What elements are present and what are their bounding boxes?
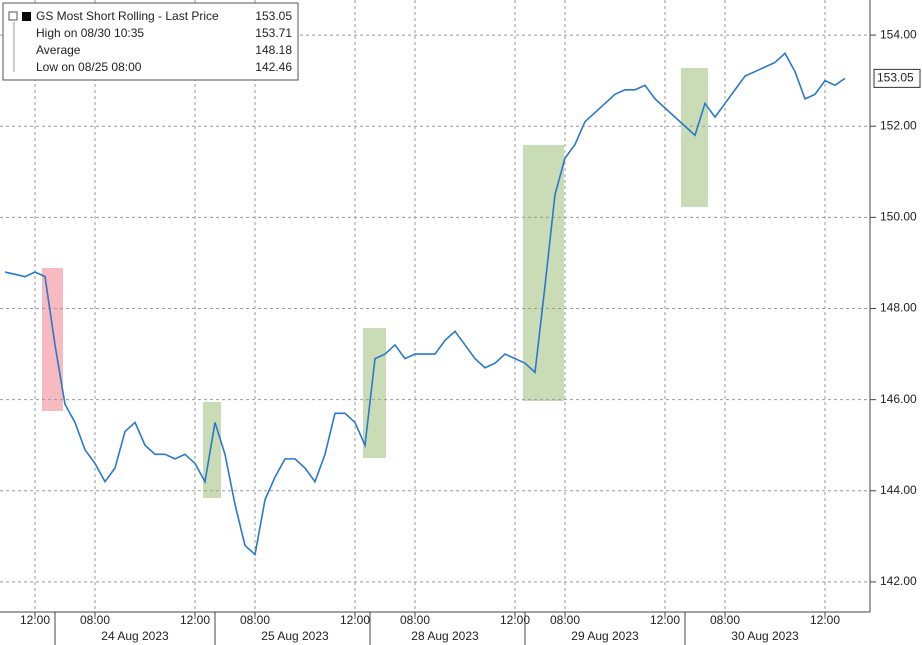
highlight-green: [681, 68, 708, 207]
legend-stat-value: 148.18: [255, 43, 292, 57]
legend-box: [2, 2, 299, 81]
x-tick-label: 12:00: [20, 613, 50, 627]
y-tick-label: 148.00: [880, 301, 917, 315]
date-label: 28 Aug 2023: [411, 629, 479, 643]
y-tick-label: 142.00: [880, 574, 917, 588]
x-tick-label: 08:00: [400, 613, 430, 627]
highlight-red: [42, 268, 63, 411]
x-tick-label: 12:00: [810, 613, 840, 627]
y-tick-label: 144.00: [880, 483, 917, 497]
date-label: 25 Aug 2023: [261, 629, 329, 643]
legend-icon: [8, 11, 18, 21]
last-price-label: 153.05: [877, 71, 914, 85]
x-tick-label: 12:00: [340, 613, 370, 627]
date-label: 30 Aug 2023: [731, 629, 799, 643]
y-tick-label: 154.00: [880, 27, 917, 41]
legend-stat-value: 142.46: [255, 60, 292, 74]
date-label: 29 Aug 2023: [571, 629, 639, 643]
x-tick-label: 08:00: [550, 613, 580, 627]
legend-stat-value: 153.71: [255, 26, 292, 40]
legend-stat-label: Average: [36, 43, 81, 57]
legend-swatch: [22, 12, 31, 21]
highlight-green: [363, 328, 386, 458]
x-tick-label: 08:00: [710, 613, 740, 627]
date-label: 24 Aug 2023: [101, 629, 169, 643]
y-tick-label: 152.00: [880, 118, 917, 132]
highlight-green: [203, 402, 221, 498]
highlights: [42, 68, 708, 498]
legend-last-value: 153.05: [255, 9, 292, 23]
y-tick-label: 150.00: [880, 210, 917, 224]
x-tick-label: 08:00: [240, 613, 270, 627]
legend-stat-label: Low on 08/25 08:00: [36, 60, 142, 74]
x-tick-label: 08:00: [80, 613, 110, 627]
y-tick-label: 146.00: [880, 392, 917, 406]
x-tick-label: 12:00: [180, 613, 210, 627]
x-tick-label: 12:00: [500, 613, 530, 627]
legend-series-name: GS Most Short Rolling - Last Price: [36, 9, 219, 23]
legend-stat-label: High on 08/30 10:35: [36, 26, 144, 40]
x-tick-label: 12:00: [650, 613, 680, 627]
price-line: [4, 52, 846, 557]
last-price-tag: [873, 68, 921, 88]
legend: GS Most Short Rolling - Last Price 153.0…: [2, 2, 299, 81]
